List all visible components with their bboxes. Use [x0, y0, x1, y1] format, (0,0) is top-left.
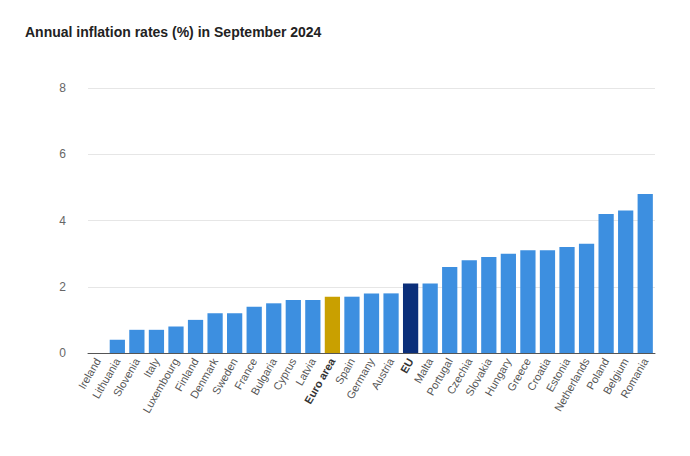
svg-text:France: France	[231, 356, 260, 392]
svg-text:Czechia: Czechia	[444, 356, 475, 397]
svg-text:Euro area: Euro area	[301, 356, 338, 406]
svg-text:Latvia: Latvia	[293, 356, 318, 388]
svg-text:Spain: Spain	[332, 356, 358, 387]
svg-text:Sweden: Sweden	[210, 356, 240, 396]
svg-text:Hungary: Hungary	[482, 356, 513, 398]
svg-text:Portugal: Portugal	[424, 356, 455, 398]
svg-text:Poland: Poland	[583, 356, 612, 392]
svg-text:Slovenia: Slovenia	[111, 355, 143, 398]
svg-text:Cyprus: Cyprus	[271, 356, 299, 393]
svg-text:EU: EU	[398, 356, 416, 375]
svg-text:Belgium: Belgium	[600, 356, 631, 397]
svg-text:2: 2	[59, 280, 66, 294]
svg-text:Estonia: Estonia	[543, 356, 573, 394]
svg-text:8: 8	[59, 81, 66, 95]
svg-text:Slovakia: Slovakia	[462, 356, 494, 398]
svg-text:6: 6	[59, 147, 66, 161]
svg-text:Greece: Greece	[504, 356, 534, 394]
svg-text:Romania: Romania	[618, 355, 651, 400]
svg-text:Germany: Germany	[343, 356, 377, 402]
svg-text:Ireland: Ireland	[75, 356, 103, 392]
svg-text:Austria: Austria	[369, 355, 397, 391]
svg-text:Luxembourg: Luxembourg	[140, 356, 182, 415]
svg-text:Malta: Malta	[411, 356, 436, 386]
svg-text:Netherlands: Netherlands	[551, 356, 592, 414]
svg-text:0: 0	[59, 346, 66, 360]
svg-text:Lithuania: Lithuania	[89, 356, 123, 401]
svg-text:4: 4	[59, 214, 66, 228]
svg-text:Croatia: Croatia	[524, 356, 553, 393]
svg-text:Denmark: Denmark	[187, 356, 221, 401]
svg-text:Italy: Italy	[141, 356, 162, 380]
svg-text:Bulgaria: Bulgaria	[248, 355, 279, 397]
svg-text:Annual inflation rates (%) in: Annual inflation rates (%) in September …	[25, 24, 322, 40]
svg-text:Finland: Finland	[172, 356, 201, 394]
